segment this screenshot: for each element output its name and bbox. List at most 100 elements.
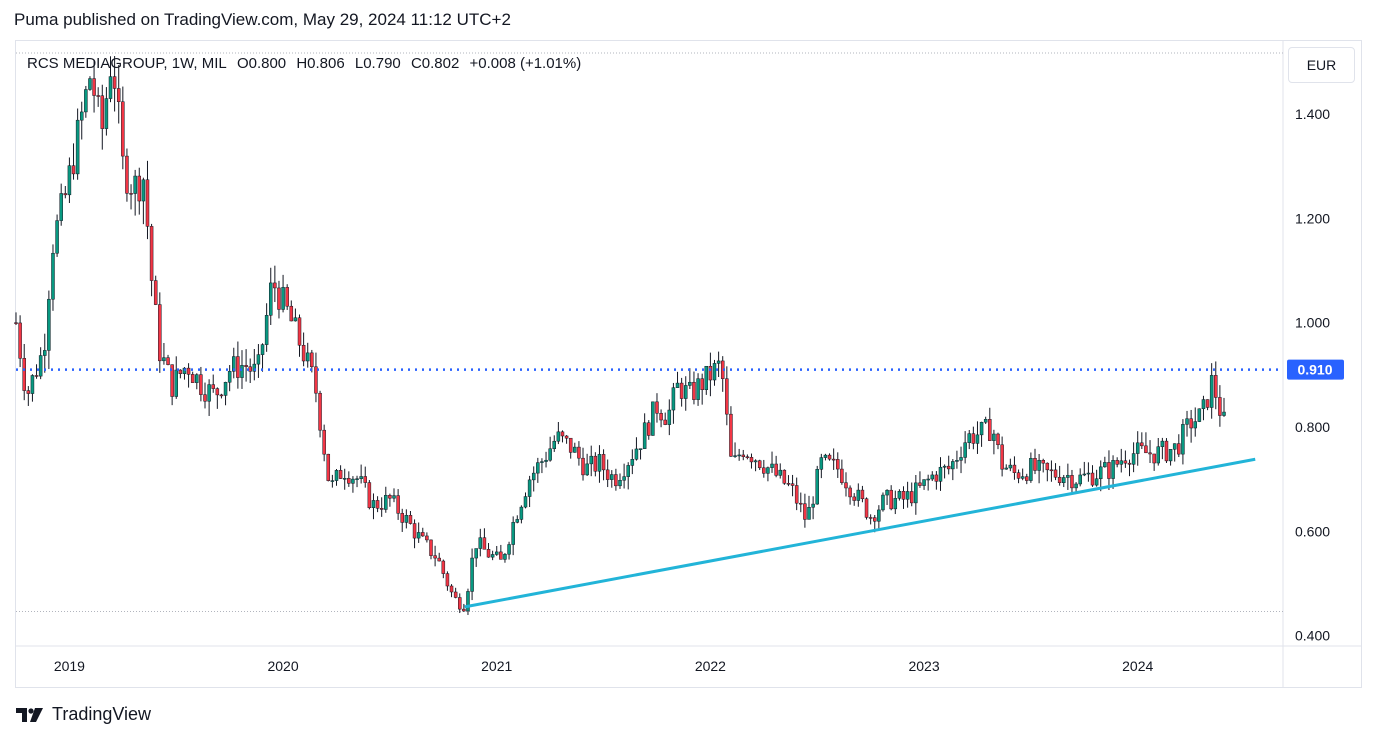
- candle-body: [396, 495, 400, 514]
- candle-body: [1209, 375, 1214, 408]
- y-tick-label: 1.400: [1295, 106, 1330, 122]
- candle-body: [1029, 458, 1033, 481]
- candle-body: [614, 474, 618, 487]
- x-tick-label: 2019: [54, 658, 85, 674]
- candle-body: [807, 507, 811, 520]
- candle-body: [770, 463, 774, 468]
- candle-body: [293, 317, 298, 322]
- candle-body: [203, 394, 207, 402]
- candle-body: [84, 89, 88, 113]
- candle-body: [671, 387, 676, 411]
- candle-body: [149, 226, 154, 281]
- candle-body: [556, 431, 561, 442]
- candle-body: [1053, 469, 1058, 478]
- candle-body: [129, 193, 133, 195]
- legend-change: +0.008 (+1.01%): [469, 55, 582, 72]
- candle-body: [975, 434, 980, 444]
- candle-body: [310, 352, 314, 368]
- candle-body: [100, 95, 105, 129]
- candle-body: [901, 491, 906, 500]
- candle-body: [347, 478, 351, 484]
- candle-body: [375, 500, 380, 509]
- candle-body: [26, 390, 31, 394]
- candle-body: [1000, 444, 1004, 470]
- candle-body: [647, 422, 651, 436]
- candle-body: [408, 515, 413, 524]
- candle-body: [174, 369, 178, 397]
- candle-body: [43, 350, 47, 356]
- candle-body: [1144, 445, 1148, 454]
- candle-body: [388, 494, 392, 499]
- candle-body: [367, 482, 372, 508]
- candle-body: [1177, 443, 1181, 455]
- candle-body: [22, 358, 26, 391]
- candle-body: [458, 597, 462, 610]
- candle-body: [527, 479, 532, 497]
- candle-body: [318, 392, 322, 431]
- candle-body: [663, 419, 667, 425]
- candle-body: [716, 360, 721, 364]
- candle-body: [909, 491, 914, 504]
- level-price-badge: [1287, 359, 1344, 380]
- candle-body: [511, 522, 515, 545]
- candle-body: [979, 421, 984, 436]
- candle-body: [667, 409, 672, 425]
- candle-body: [186, 367, 191, 375]
- legend-symbol: RCS MEDIAGROUP, 1W, MIL: [27, 55, 227, 72]
- candle-body: [1004, 467, 1008, 470]
- candle-body: [297, 317, 302, 346]
- candle-body: [618, 479, 622, 487]
- candle-body: [971, 433, 976, 444]
- candle-body: [416, 532, 421, 539]
- publish-header: Puma published on TradingView.com, May 2…: [14, 10, 511, 29]
- candle-body: [790, 483, 795, 486]
- candle-body: [840, 468, 844, 483]
- candle-body: [601, 454, 606, 471]
- candle-body: [573, 446, 577, 453]
- candle-body: [1008, 464, 1013, 469]
- candle-body: [240, 365, 244, 378]
- level-price-label: 0.910: [1297, 362, 1332, 378]
- candle-body: [946, 465, 951, 470]
- candle-body: [868, 517, 873, 519]
- candle-body: [1205, 399, 1210, 408]
- candle-body: [992, 433, 996, 441]
- candle-body: [753, 460, 758, 463]
- candle-body: [741, 454, 746, 457]
- candle-body: [712, 363, 717, 381]
- candle-body: [967, 433, 971, 443]
- candle-body: [145, 179, 150, 227]
- candle-body: [934, 474, 939, 482]
- candle-body: [338, 470, 343, 479]
- candle-body: [1057, 476, 1062, 483]
- candle-body: [232, 356, 236, 372]
- candle-body: [121, 101, 125, 157]
- support-trendline[interactable]: [464, 457, 1256, 609]
- candle-body: [638, 448, 643, 450]
- chart-frame[interactable]: [15, 40, 1362, 688]
- candle-body: [133, 175, 137, 194]
- candle-body: [704, 365, 709, 390]
- candle-body: [494, 551, 499, 555]
- y-tick-label: 1.200: [1295, 210, 1330, 226]
- candle-body: [1156, 446, 1161, 464]
- candle-body: [836, 459, 840, 470]
- candle-body: [449, 585, 454, 593]
- candle-body: [762, 467, 766, 474]
- candle-body: [330, 480, 335, 482]
- legend-open: O0.800: [236, 55, 287, 72]
- x-tick-label: 2023: [908, 658, 939, 674]
- candle-body: [67, 165, 72, 196]
- candle-body: [819, 457, 824, 470]
- candle-body: [281, 287, 285, 310]
- x-tick-label: 2020: [267, 658, 298, 674]
- candle-body: [610, 474, 614, 480]
- candle-body: [683, 385, 688, 399]
- candle-body: [429, 539, 433, 556]
- currency-button[interactable]: EUR: [1288, 47, 1355, 83]
- candle-body: [34, 375, 39, 377]
- candle-body: [207, 384, 211, 402]
- candle-body: [1127, 462, 1132, 465]
- y-tick-label: 1.000: [1295, 315, 1330, 331]
